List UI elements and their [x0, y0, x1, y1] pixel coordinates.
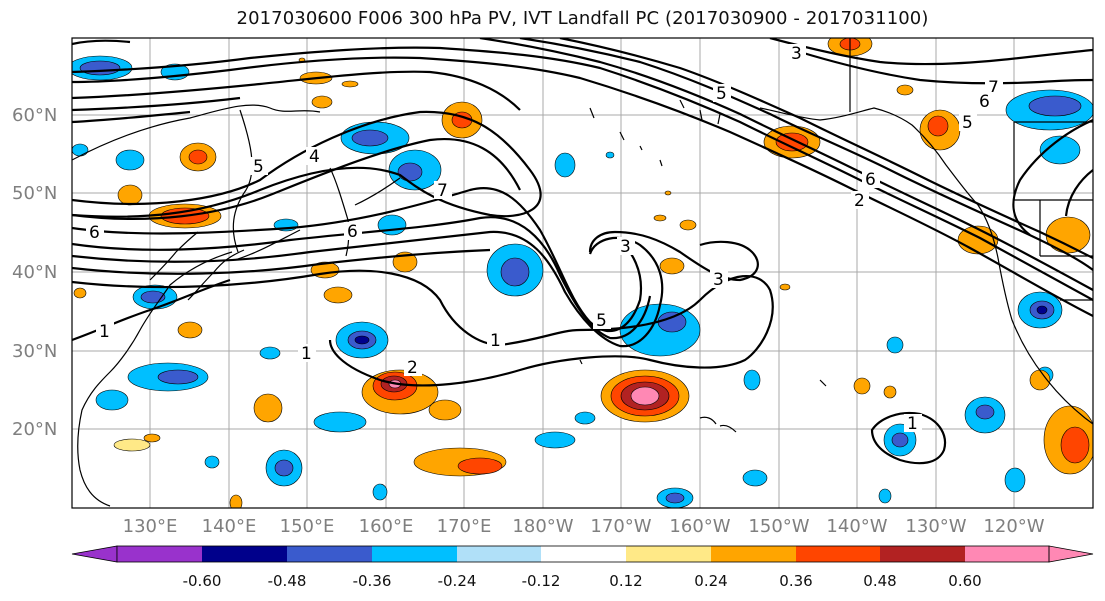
colorbar-tick-label: 0.60 [948, 572, 981, 590]
pv-anomaly-fills [72, 38, 1093, 508]
colorbar-tick-label: -0.36 [353, 572, 392, 590]
longitude-labels: 130°E 140°E 150°E 160°E 170°E 180°W 170°… [123, 516, 1045, 537]
lon-label: 130°E [123, 516, 178, 537]
colorbar: -0.60 -0.48 -0.36 -0.24 -0.12 0.12 0.24 … [71, 545, 1094, 590]
contour-label: 5 [596, 311, 607, 331]
lat-label: 40°N [12, 262, 57, 283]
latitude-labels: 60°N 50°N 40°N 30°N 20°N [12, 105, 57, 440]
colorbar-tick-label: -0.48 [268, 572, 307, 590]
lon-label: 160°W [669, 516, 730, 537]
contour-label: 2 [407, 358, 418, 378]
lon-label: 150°W [748, 516, 809, 537]
lat-label: 50°N [12, 183, 57, 204]
colorbar-tick-label: -0.12 [522, 572, 561, 590]
colorbar-tick-label: 0.36 [779, 572, 812, 590]
colorbar-extend-min [71, 545, 118, 563]
colorbar-swatch [202, 546, 287, 562]
contour-label: 3 [713, 270, 724, 290]
colorbar-swatch [457, 546, 541, 562]
coastlines [72, 38, 1093, 507]
colorbar-swatch [711, 546, 796, 562]
contour-label: 2 [854, 191, 865, 211]
colorbar-swatch [287, 546, 372, 562]
contour-label: 5 [962, 113, 973, 133]
contour-label-group: 4 5 6 6 7 1 1 1 2 3 3 5 5 6 [86, 44, 1003, 434]
colorbar-swatch [117, 546, 202, 562]
contour-label: 7 [988, 78, 999, 98]
contour-label: 3 [620, 237, 631, 257]
lon-label: 170°W [590, 516, 651, 537]
lon-label: 170°E [437, 516, 492, 537]
colorbar-tick-label: 0.12 [609, 572, 642, 590]
contour-label: 7 [437, 181, 448, 201]
lon-label: 180°W [512, 516, 573, 537]
contour-label: 6 [347, 222, 358, 242]
lat-label: 60°N [12, 105, 57, 126]
contour-label: 1 [490, 331, 501, 351]
contour-label: 6 [979, 92, 990, 112]
lon-label: 120°W [983, 516, 1044, 537]
colorbar-swatch [796, 546, 880, 562]
contour-label: 1 [301, 344, 312, 364]
colorbar-tick-label: 0.48 [863, 572, 896, 590]
colorbar-swatch [541, 546, 626, 562]
contour-label: 5 [716, 84, 727, 104]
lat-label: 30°N [12, 341, 57, 362]
colorbar-tick-label: 0.24 [694, 572, 727, 590]
contour-lines [72, 38, 1093, 465]
contour-label: 1 [907, 414, 918, 434]
contour-label: 4 [309, 147, 320, 167]
colorbar-swatch [880, 546, 965, 562]
contour-label: 5 [253, 157, 264, 177]
map-border [71, 37, 1094, 509]
map-title: 2017030600 F006 300 hPa PV, IVT Landfall… [236, 8, 929, 29]
contour-label: 3 [791, 44, 802, 64]
contour-label: 1 [99, 322, 110, 342]
lat-label: 20°N [12, 419, 57, 440]
lon-label: 130°W [905, 516, 966, 537]
colorbar-extend-max [1048, 545, 1094, 563]
lon-label: 160°E [359, 516, 414, 537]
lon-label: 140°W [826, 516, 887, 537]
colorbar-swatch [626, 546, 711, 562]
contour-label: 6 [89, 223, 100, 243]
colorbar-swatch [372, 546, 457, 562]
colorbar-swatch [965, 546, 1049, 562]
colorbar-tick-label: -0.24 [438, 572, 477, 590]
colorbar-tick-label: -0.60 [183, 572, 222, 590]
contour-label: 6 [865, 170, 876, 190]
lon-label: 140°E [202, 516, 257, 537]
lon-label: 150°E [280, 516, 335, 537]
